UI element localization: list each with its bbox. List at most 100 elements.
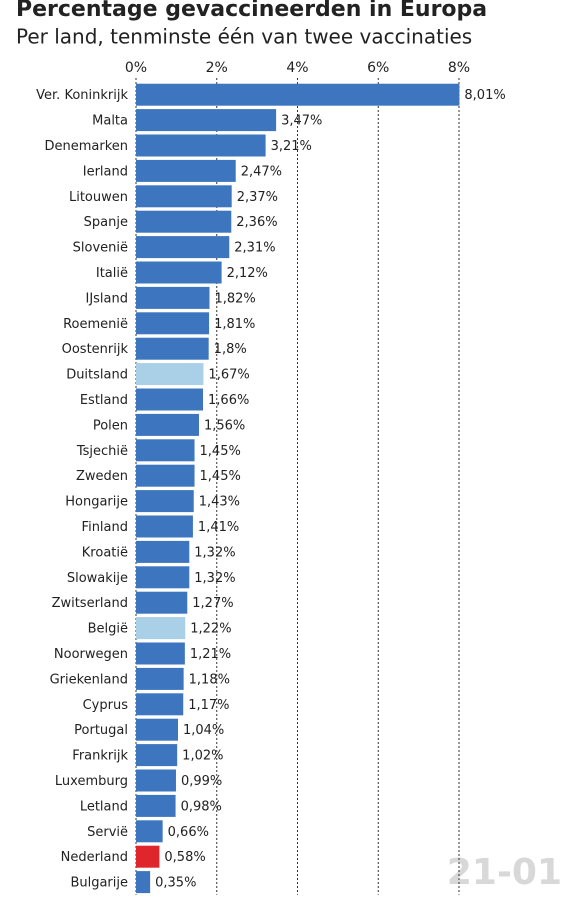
bar (136, 617, 186, 640)
date-stamp: 21-01 (447, 852, 562, 893)
bar (136, 388, 204, 411)
value-label: 0,66% (168, 825, 209, 840)
y-tick-label: Slowakije (67, 571, 128, 586)
value-label: 1,66% (208, 393, 249, 408)
value-label: 1,81% (214, 317, 255, 332)
value-label: 1,18% (189, 672, 230, 687)
y-tick-label: Litouwen (69, 190, 128, 205)
bar (136, 439, 195, 462)
y-tick-label: Zweden (76, 469, 128, 484)
value-label: 2,47% (241, 164, 282, 179)
y-tick-label: Finland (82, 520, 128, 535)
bar (136, 693, 184, 716)
bar (136, 744, 178, 767)
value-label: 1,45% (200, 469, 241, 484)
value-label: 8,01% (464, 88, 505, 103)
y-tick-label: Bulgarije (70, 876, 128, 891)
value-label: 0,99% (181, 774, 222, 789)
bar (136, 210, 232, 233)
value-label: 3,47% (281, 114, 322, 129)
bar (136, 312, 210, 335)
bar (136, 236, 230, 259)
value-label: 3,21% (271, 139, 312, 154)
y-tick-label: Cyprus (83, 698, 129, 713)
bar (136, 490, 194, 513)
bar (136, 337, 209, 360)
x-tick-label: 2% (206, 60, 228, 76)
y-tick-label: Servië (87, 825, 128, 840)
y-tick-label: Roemenië (63, 317, 128, 332)
bar (136, 718, 178, 741)
value-label: 1,27% (192, 596, 233, 611)
bar (136, 83, 460, 106)
x-tick-label: 8% (448, 60, 470, 76)
value-label: 1,56% (204, 418, 245, 433)
y-tick-label: Nederland (61, 850, 128, 865)
y-tick-label: Kroatië (82, 545, 128, 560)
bar (136, 515, 193, 538)
y-tick-label: Slovenië (73, 241, 128, 256)
value-label: 1,17% (188, 698, 229, 713)
bar (136, 794, 176, 817)
y-tick-label: Luxemburg (55, 774, 128, 789)
y-tick-label: Ierland (83, 164, 128, 179)
bar (136, 464, 195, 487)
y-tick-label: IJsland (85, 291, 128, 306)
bar (136, 591, 188, 614)
y-tick-label: Letland (80, 799, 128, 814)
y-tick-label: Portugal (74, 723, 128, 738)
y-tick-label: Noorwegen (54, 647, 128, 662)
value-label: 1,67% (208, 368, 249, 383)
value-label: 2,36% (236, 215, 277, 230)
value-label: 2,37% (237, 190, 278, 205)
y-tick-label: Tsjechië (76, 444, 128, 459)
bar (136, 159, 236, 182)
bar (136, 109, 277, 132)
chart-subtitle: Per land, tenminste één van twee vaccina… (16, 25, 472, 49)
value-label: 1,04% (183, 723, 224, 738)
bar (136, 820, 163, 843)
value-label: 1,22% (190, 622, 231, 637)
y-tick-label: Oostenrijk (62, 342, 129, 357)
value-label: 1,8% (214, 342, 247, 357)
x-tick-label: 6% (367, 60, 389, 76)
chart-title: Percentage gevaccineerden in Europa (16, 0, 487, 22)
bar (136, 667, 184, 690)
bar (136, 845, 160, 868)
bar (136, 185, 232, 208)
bar (136, 642, 185, 665)
y-tick-label: Italië (96, 266, 128, 281)
value-label: 1,21% (190, 647, 231, 662)
bar (136, 363, 204, 386)
y-tick-label: Frankrijk (72, 749, 128, 764)
value-label: 1,43% (199, 495, 240, 510)
y-tick-label: België (88, 622, 128, 637)
value-label: 1,82% (214, 291, 255, 306)
value-label: 1,02% (182, 749, 223, 764)
y-tick-label: Hongarije (65, 495, 128, 510)
value-label: 1,32% (194, 545, 235, 560)
value-label: 0,58% (164, 850, 205, 865)
y-tick-label: Duitsland (66, 368, 128, 383)
y-tick-label: Griekenland (50, 672, 128, 687)
y-tick-label: Spanje (84, 215, 128, 230)
bar (136, 261, 222, 284)
x-tick-label: 0% (125, 60, 147, 76)
bar (136, 871, 151, 894)
y-tick-label: Ver. Koninkrijk (36, 88, 128, 103)
bar (136, 286, 210, 309)
y-tick-label: Estland (80, 393, 128, 408)
value-label: 1,32% (194, 571, 235, 586)
value-label: 2,12% (227, 266, 268, 281)
x-tick-label: 4% (286, 60, 308, 76)
y-tick-label: Polen (93, 418, 128, 433)
bar (136, 134, 266, 157)
value-label: 1,45% (200, 444, 241, 459)
y-tick-label: Zwitserland (52, 596, 128, 611)
value-label: 0,35% (155, 876, 196, 891)
value-label: 2,31% (234, 241, 275, 256)
bar (136, 413, 199, 436)
bar (136, 566, 190, 589)
bar (136, 769, 176, 792)
